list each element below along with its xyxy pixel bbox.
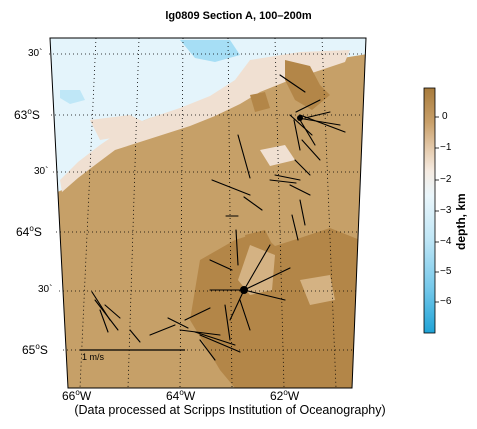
current-vector bbox=[129, 329, 141, 343]
trough-region-4 bbox=[250, 92, 270, 112]
blue-patch-2 bbox=[60, 90, 85, 104]
current-vector bbox=[299, 119, 316, 146]
trough-region-2 bbox=[285, 60, 330, 110]
lat-label-hem: S bbox=[31, 108, 40, 122]
degree-mark: o bbox=[35, 342, 40, 351]
shelf-edge-band bbox=[60, 50, 350, 192]
bathymetry-layer bbox=[50, 38, 366, 388]
station-dot bbox=[240, 286, 248, 294]
degree-mark: o bbox=[75, 388, 80, 397]
current-vector bbox=[289, 114, 313, 136]
deep-water-region bbox=[50, 38, 366, 200]
current-vector bbox=[149, 324, 176, 336]
footer-credit: (Data processed at Scripps Institution o… bbox=[74, 403, 386, 417]
current-vector bbox=[291, 214, 299, 241]
lon-label-64: 64oW bbox=[166, 388, 195, 403]
lon-label-deg: 62 bbox=[270, 389, 284, 403]
lon-label-62: 62oW bbox=[270, 388, 299, 403]
current-vector bbox=[243, 244, 271, 291]
degree-mark: o bbox=[29, 224, 34, 233]
current-vector bbox=[274, 174, 301, 181]
current-vector bbox=[167, 317, 189, 329]
current-vector bbox=[293, 119, 301, 151]
colorbar-ticks bbox=[435, 116, 439, 303]
lat-label-63: 63oS bbox=[14, 107, 40, 122]
current-vector bbox=[235, 229, 239, 266]
shallow-patch bbox=[238, 245, 275, 295]
current-vector bbox=[304, 111, 331, 119]
lat-label-deg: 64 bbox=[16, 225, 30, 239]
current-vector bbox=[199, 334, 241, 353]
current-vector bbox=[294, 159, 311, 176]
lat-label-64: 64oS bbox=[16, 224, 42, 239]
lon-label-hem: W bbox=[79, 389, 92, 403]
current-vector bbox=[295, 99, 321, 113]
lat-label-63-30: 30` bbox=[34, 166, 49, 177]
map-title: lg0809 Section A, 100–200m bbox=[165, 10, 312, 22]
colorbar-tick-label: −5 bbox=[440, 266, 452, 277]
current-vector bbox=[243, 289, 286, 301]
lon-label-hem: W bbox=[183, 389, 196, 403]
degree-mark: o bbox=[283, 388, 288, 397]
current-vector bbox=[211, 179, 251, 196]
lat-label-deg: 65 bbox=[22, 343, 36, 357]
current-vector bbox=[237, 134, 251, 179]
colorbar bbox=[423, 87, 436, 334]
current-vector bbox=[269, 179, 297, 184]
shallow-patch-2 bbox=[300, 275, 335, 305]
map-frame bbox=[49, 37, 367, 389]
lat-label-hem: S bbox=[33, 225, 42, 239]
colorbar-tick-label: −2 bbox=[440, 174, 452, 185]
current-vector bbox=[239, 299, 251, 331]
blue-patch bbox=[180, 40, 240, 62]
current-vector bbox=[224, 304, 231, 341]
current-vector bbox=[184, 307, 211, 321]
lat-label-65: 65oS bbox=[22, 342, 48, 357]
current-vector bbox=[299, 199, 306, 226]
lat-label-deg: 63 bbox=[14, 108, 28, 122]
colorbar-tick-label: −3 bbox=[440, 205, 452, 216]
degree-mark: o bbox=[27, 107, 32, 116]
scale-label: 1 m/s bbox=[82, 352, 105, 362]
current-vector bbox=[289, 184, 311, 196]
current-vector bbox=[297, 117, 341, 126]
current-vector bbox=[199, 339, 216, 361]
colorbar-tick-label: −6 bbox=[440, 296, 452, 307]
lon-label-hem: W bbox=[287, 389, 300, 403]
lon-label-deg: 66 bbox=[62, 389, 76, 403]
current-vector bbox=[243, 196, 263, 211]
colorbar-tick-label: 0 bbox=[442, 111, 448, 122]
degree-mark: o bbox=[179, 388, 184, 397]
colorbar-title: depth, km bbox=[454, 193, 468, 250]
lat-label-hem: S bbox=[39, 343, 48, 357]
current-vector bbox=[99, 309, 109, 333]
lat-label-62-30: 30` bbox=[28, 48, 43, 59]
current-vector bbox=[179, 329, 221, 336]
current-vector bbox=[209, 259, 233, 271]
trough-region bbox=[190, 228, 360, 388]
shelf-edge-band-3 bbox=[260, 145, 295, 166]
current-vector bbox=[229, 289, 245, 321]
colorbar-tick-label: −1 bbox=[440, 142, 452, 153]
current-vectors bbox=[91, 74, 346, 361]
lat-label-64-30: 30` bbox=[38, 284, 53, 295]
current-vector bbox=[194, 331, 236, 346]
current-vector bbox=[243, 267, 291, 291]
current-vector bbox=[104, 304, 121, 319]
shelf-edge-band-2 bbox=[90, 115, 150, 140]
colorbar-tick-label: −4 bbox=[440, 236, 452, 247]
lon-label-deg: 64 bbox=[166, 389, 180, 403]
current-vector bbox=[279, 74, 306, 93]
current-vector bbox=[301, 139, 321, 161]
current-vector bbox=[94, 299, 119, 331]
station-dots bbox=[240, 115, 303, 294]
station-dot bbox=[297, 115, 303, 121]
lon-label-66: 66oW bbox=[62, 388, 91, 403]
